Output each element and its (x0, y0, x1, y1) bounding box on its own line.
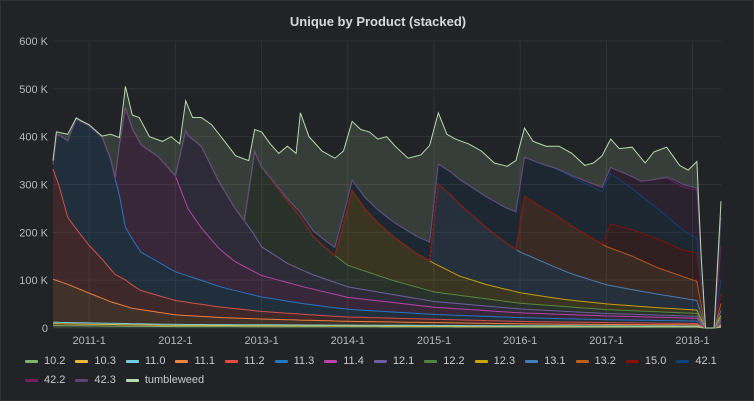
legend-label: 12.1 (392, 355, 415, 367)
y-tick-label: 0 (42, 323, 48, 335)
legend-swatch (125, 359, 139, 363)
legend-item-42.2[interactable]: 42.2 (25, 373, 65, 387)
legend-label: 13.2 (594, 355, 616, 367)
legend-item-10.2[interactable]: 10.2 (25, 354, 65, 368)
series-line-11.1 (52, 278, 722, 329)
x-tick-label: 2015-1 (417, 335, 451, 347)
legend-item-11.1[interactable]: 11.1 (175, 354, 215, 368)
legend-swatch (225, 359, 239, 363)
series-area-tumbleweed (53, 86, 721, 329)
legend-swatch (424, 359, 438, 363)
series-area-11.0 (53, 322, 721, 328)
legend-label: 10.2 (44, 355, 66, 367)
series-area-11.4 (53, 107, 721, 328)
legend-item-13.1[interactable]: 13.1 (525, 354, 566, 368)
legend-label: 15.0 (644, 355, 667, 367)
y-tick-label: 200 K (19, 227, 48, 239)
legend-label: 11.0 (144, 355, 166, 367)
legend-item-12.1[interactable]: 12.1 (373, 354, 415, 368)
legend-swatch (373, 359, 387, 363)
legend-item-42.1[interactable]: 42.1 (676, 354, 717, 368)
x-tick-label: 2013-1 (244, 335, 278, 347)
legend-swatch (625, 359, 639, 363)
series-line-11.2 (52, 169, 722, 329)
x-tick-label: 2017-1 (589, 335, 623, 347)
chart-legend: 10.2 10.3 11.0 11.1 11.2 11.3 11.4 12.1 12.2 12.3… (25, 354, 745, 387)
legend-swatch (25, 359, 38, 363)
legend-swatch (75, 359, 89, 363)
legend-label: 11.3 (293, 355, 315, 367)
legend-swatch (175, 359, 189, 363)
series-area-42.1 (53, 107, 721, 328)
legend-swatch (125, 378, 139, 382)
series-line-tumbleweed (52, 86, 722, 329)
series-area-11.1 (53, 279, 721, 328)
legend-label: 10.3 (94, 355, 116, 367)
y-tick-label: 500 K (19, 84, 48, 96)
legend-swatch (575, 359, 589, 363)
legend-label: 12.2 (443, 355, 465, 367)
series-area-10.3 (53, 323, 721, 328)
legend-label: 12.3 (493, 355, 516, 367)
legend-item-11.3[interactable]: 11.3 (274, 354, 315, 368)
x-tick-label: 2011-1 (72, 335, 105, 347)
legend-item-10.3[interactable]: 10.3 (75, 354, 116, 368)
series-area-12.2 (53, 107, 721, 328)
legend-item-12.3[interactable]: 12.3 (474, 354, 516, 368)
x-tick-label: 2016-1 (503, 335, 537, 347)
chart-plot: 0 100 K 200 K 300 K 400 K 500 K 600 K 2011-1 201… (19, 36, 722, 347)
legend-item-tumbleweed[interactable]: tumbleweed (125, 373, 205, 387)
legend-label: 42.2 (44, 374, 66, 386)
series-area-13.1 (53, 107, 721, 328)
legend-label: tumbleweed (144, 374, 205, 386)
y-tick-label: 600 K (19, 36, 48, 48)
legend-label: 11.1 (194, 355, 216, 367)
legend-label: 11.2 (244, 355, 265, 367)
legend-swatch (324, 359, 338, 363)
legend-item-11.4[interactable]: 11.4 (324, 354, 364, 368)
x-tick-label: 2014-1 (331, 335, 365, 347)
legend-label: 13.1 (544, 355, 566, 367)
legend-item-12.2[interactable]: 12.2 (424, 354, 465, 368)
y-tick-label: 300 K (19, 180, 48, 192)
legend-item-13.2[interactable]: 13.2 (575, 354, 616, 368)
legend-swatch (274, 359, 288, 363)
legend-item-11.2[interactable]: 11.2 (225, 354, 265, 368)
legend-swatch (75, 378, 89, 382)
chart-title[interactable]: Unique by Product (stacked) (289, 14, 467, 29)
series-line-11.3 (52, 118, 722, 329)
series-line-10.2 (53, 325, 722, 329)
legend-item-15.0[interactable]: 15.0 (625, 354, 667, 368)
x-tick-label: 2018-1 (675, 335, 709, 347)
legend-label: 42.3 (94, 374, 116, 386)
legend-swatch (676, 359, 690, 363)
y-tick-label: 100 K (19, 275, 48, 287)
series-line-42.3 (52, 107, 722, 329)
legend-swatch (525, 359, 539, 363)
legend-item-11.0[interactable]: 11.0 (125, 354, 166, 368)
y-tick-label: 400 K (19, 132, 48, 144)
series-line-11.0 (53, 321, 722, 329)
x-tick-label: 2012-1 (158, 335, 192, 347)
legend-swatch (474, 359, 488, 363)
legend-swatch (25, 378, 38, 382)
legend-label: 11.4 (343, 355, 364, 367)
legend-item-42.3[interactable]: 42.3 (75, 373, 116, 387)
legend-label: 42.1 (695, 355, 717, 367)
